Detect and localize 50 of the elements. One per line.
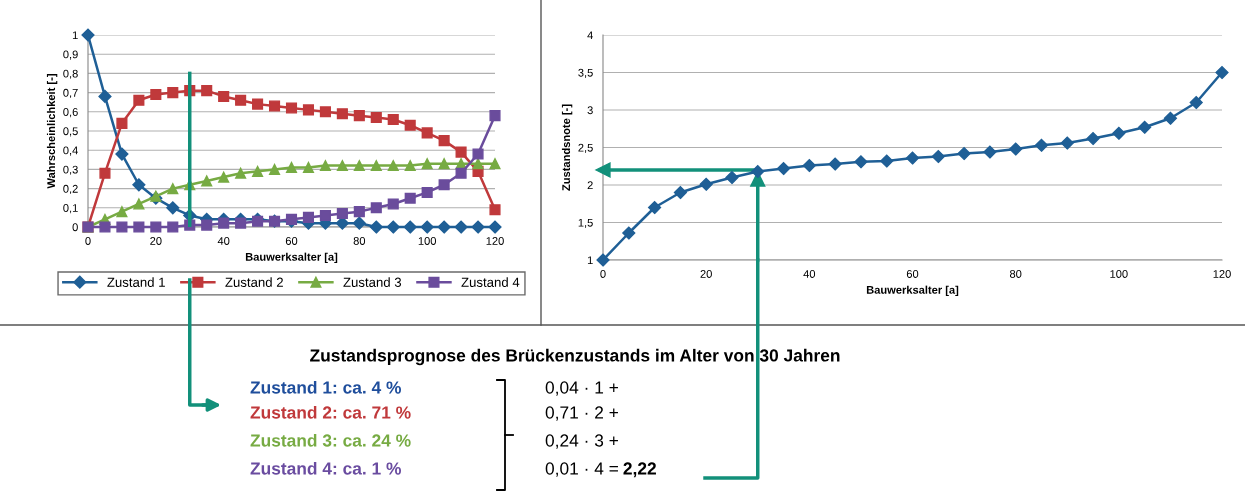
y-tick-label: 0,3 bbox=[63, 165, 78, 175]
y-tick-label: 1,5 bbox=[578, 218, 593, 228]
x-tick-label: 60 bbox=[906, 270, 919, 278]
x-tick-label: 40 bbox=[803, 270, 816, 278]
x-tick-label: 120 bbox=[486, 237, 504, 245]
y-tick-label: 2,5 bbox=[578, 143, 593, 153]
y-axis-title: Zustandsnote [-] bbox=[561, 104, 573, 191]
x-tick-label: 20 bbox=[150, 237, 162, 245]
text: 2,22 bbox=[623, 462, 656, 478]
text: Zustand 4: ca. 1 % bbox=[250, 461, 402, 475]
x-tick-label: 80 bbox=[1009, 270, 1022, 278]
x-tick-label: 20 bbox=[700, 270, 712, 278]
legend-label: Zustand 3 bbox=[343, 277, 402, 287]
y-tick-label: 0,6 bbox=[63, 108, 78, 118]
text: 0,04 · 1 + bbox=[545, 381, 618, 396]
x-tick-label: 60 bbox=[285, 237, 298, 245]
y-tick-label: 3 bbox=[587, 106, 593, 115]
x-axis-title: Bauwerksalter [a] bbox=[866, 285, 959, 296]
x-tick-label: 40 bbox=[217, 237, 230, 245]
y-tick-label: 0,5 bbox=[63, 127, 78, 137]
y-tick-label: 3,5 bbox=[578, 68, 593, 78]
y-axis-title: Wahrscheinlichkeit [-] bbox=[46, 74, 58, 189]
x-tick-label: 0 bbox=[85, 237, 91, 245]
y-tick-label: 0,4 bbox=[63, 146, 78, 156]
x-tick-label: 100 bbox=[418, 237, 436, 245]
text: Zustand 3: ca. 24 % bbox=[250, 433, 411, 447]
y-tick-label: 0,1 bbox=[63, 204, 78, 214]
y-tick-label: 0,8 bbox=[63, 69, 78, 79]
text: 0,24 · 3 + bbox=[545, 434, 618, 449]
text: Zustandsprognose des Brückenzustands im Alter von 30 Jahren bbox=[310, 348, 840, 366]
x-tick-label: 0 bbox=[600, 270, 606, 278]
text: 0,01 · 4 = bbox=[545, 462, 618, 477]
x-tick-label: 100 bbox=[1110, 270, 1128, 278]
y-tick-label: 1 bbox=[587, 256, 593, 265]
y-tick-label: 1 bbox=[72, 31, 78, 40]
y-tick-label: 4 bbox=[587, 31, 593, 40]
y-tick-label: 0 bbox=[72, 223, 78, 232]
legend-label: Zustand 2 bbox=[225, 277, 283, 287]
y-tick-label: 0,2 bbox=[63, 184, 78, 195]
x-tick-label: 120 bbox=[1213, 270, 1231, 278]
y-tick-label: 0,7 bbox=[63, 88, 78, 99]
text: Zustand 2: ca. 71 % bbox=[250, 405, 411, 419]
text: Zustand 1: ca. 4 % bbox=[250, 380, 402, 394]
x-tick-label: 80 bbox=[353, 237, 366, 245]
y-tick-label: 2 bbox=[587, 181, 593, 190]
y-tick-label: 0,9 bbox=[63, 50, 78, 60]
text: 0,71 · 2 + bbox=[545, 406, 618, 421]
x-axis-title: Bauwerksalter [a] bbox=[245, 252, 338, 263]
legend-label: Zustand 1 bbox=[107, 277, 165, 287]
legend-label: Zustand 4 bbox=[461, 277, 520, 287]
